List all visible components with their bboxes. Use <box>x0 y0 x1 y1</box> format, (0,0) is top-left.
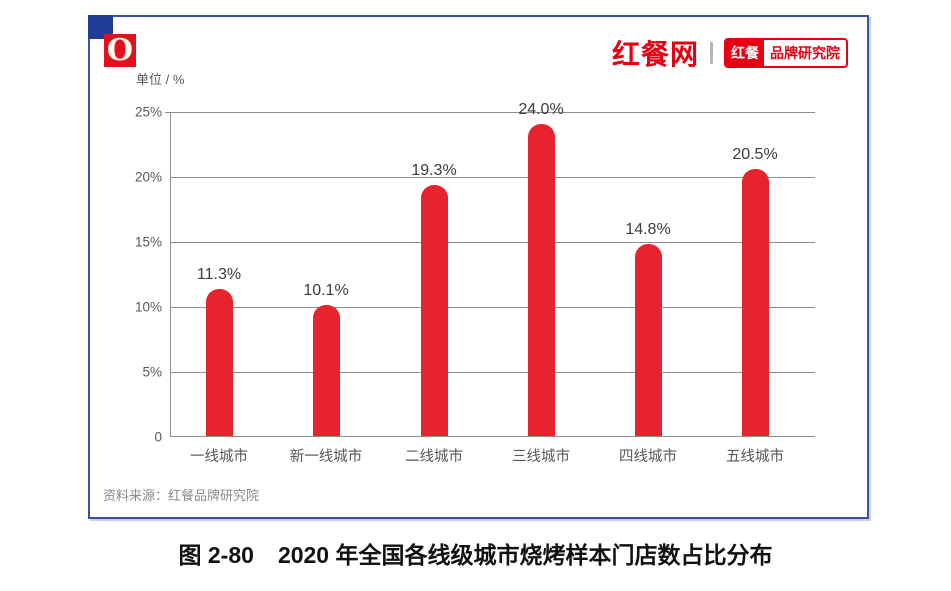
brand-badge-right: 品牌研究院 <box>770 45 840 61</box>
figure-number: 图 2-80 <box>178 542 254 568</box>
bar-value-label: 11.3% <box>196 266 242 283</box>
chart-card: O 红餐网 红餐 品牌研究院 单位 / % 25% 20% 15% 10% 5% 0 11.… <box>88 15 869 519</box>
bar-二线城市 <box>420 185 448 436</box>
x-axis-category-label: 二线城市 <box>405 449 463 465</box>
bar-一线城市 <box>205 289 233 436</box>
bar-value-label: 20.5% <box>732 146 778 163</box>
y-axis-tick-label: 0 <box>154 429 162 445</box>
bar-五线城市 <box>741 169 769 436</box>
gridline <box>171 112 815 113</box>
brand-badge-left: 红餐 <box>726 40 764 66</box>
brand-badge: 红餐 品牌研究院 <box>724 38 848 68</box>
bar-chart-plot-area: 25% 20% 15% 10% 5% 0 11.3% 一线城市 10.1% 新一线城市 19.3% 二… <box>135 101 815 465</box>
hongcan-logo-icon: O <box>104 34 136 67</box>
source-note: 资料来源：红餐品牌研究院 <box>103 488 260 503</box>
brand-divider <box>710 42 713 64</box>
bar-新一线城市 <box>312 305 340 436</box>
x-axis-category-label: 新一线城市 <box>289 449 363 465</box>
gridline <box>171 372 815 373</box>
y-axis-tick-label: 25% <box>134 104 162 120</box>
x-axis-category-label: 四线城市 <box>619 449 677 465</box>
bar-value-label: 14.8% <box>625 221 671 238</box>
bar-四线城市 <box>634 244 662 436</box>
y-axis-tick-label: 20% <box>134 169 162 185</box>
logo-letter: O <box>106 32 134 68</box>
y-axis-unit-label: 单位 / % <box>136 72 185 87</box>
axis-tick <box>165 112 171 113</box>
brand-header: 红餐网 红餐 品牌研究院 <box>612 33 848 73</box>
y-axis-tick-label: 5% <box>142 364 162 380</box>
brand-site-name: 红餐网 <box>611 39 699 70</box>
bar-value-label: 19.3% <box>411 162 457 179</box>
bar-value-label: 10.1% <box>303 282 349 299</box>
bar-三线城市 <box>527 124 555 436</box>
bar-value-label: 24.0% <box>518 101 564 118</box>
x-axis-category-label: 一线城市 <box>190 449 248 465</box>
y-axis-tick-label: 10% <box>134 299 162 315</box>
figure-caption: 图 2-80 2020 年全国各线级城市烧烤样本门店数占比分布 <box>0 536 951 570</box>
gridline <box>171 177 815 178</box>
x-axis-category-label: 五线城市 <box>726 449 784 465</box>
gridline <box>171 242 815 243</box>
figure-title: 2020 年全国各线级城市烧烤样本门店数占比分布 <box>277 542 773 568</box>
gridline <box>171 307 815 308</box>
x-axis-category-label: 三线城市 <box>512 449 570 465</box>
y-axis-tick-label: 15% <box>134 234 162 250</box>
